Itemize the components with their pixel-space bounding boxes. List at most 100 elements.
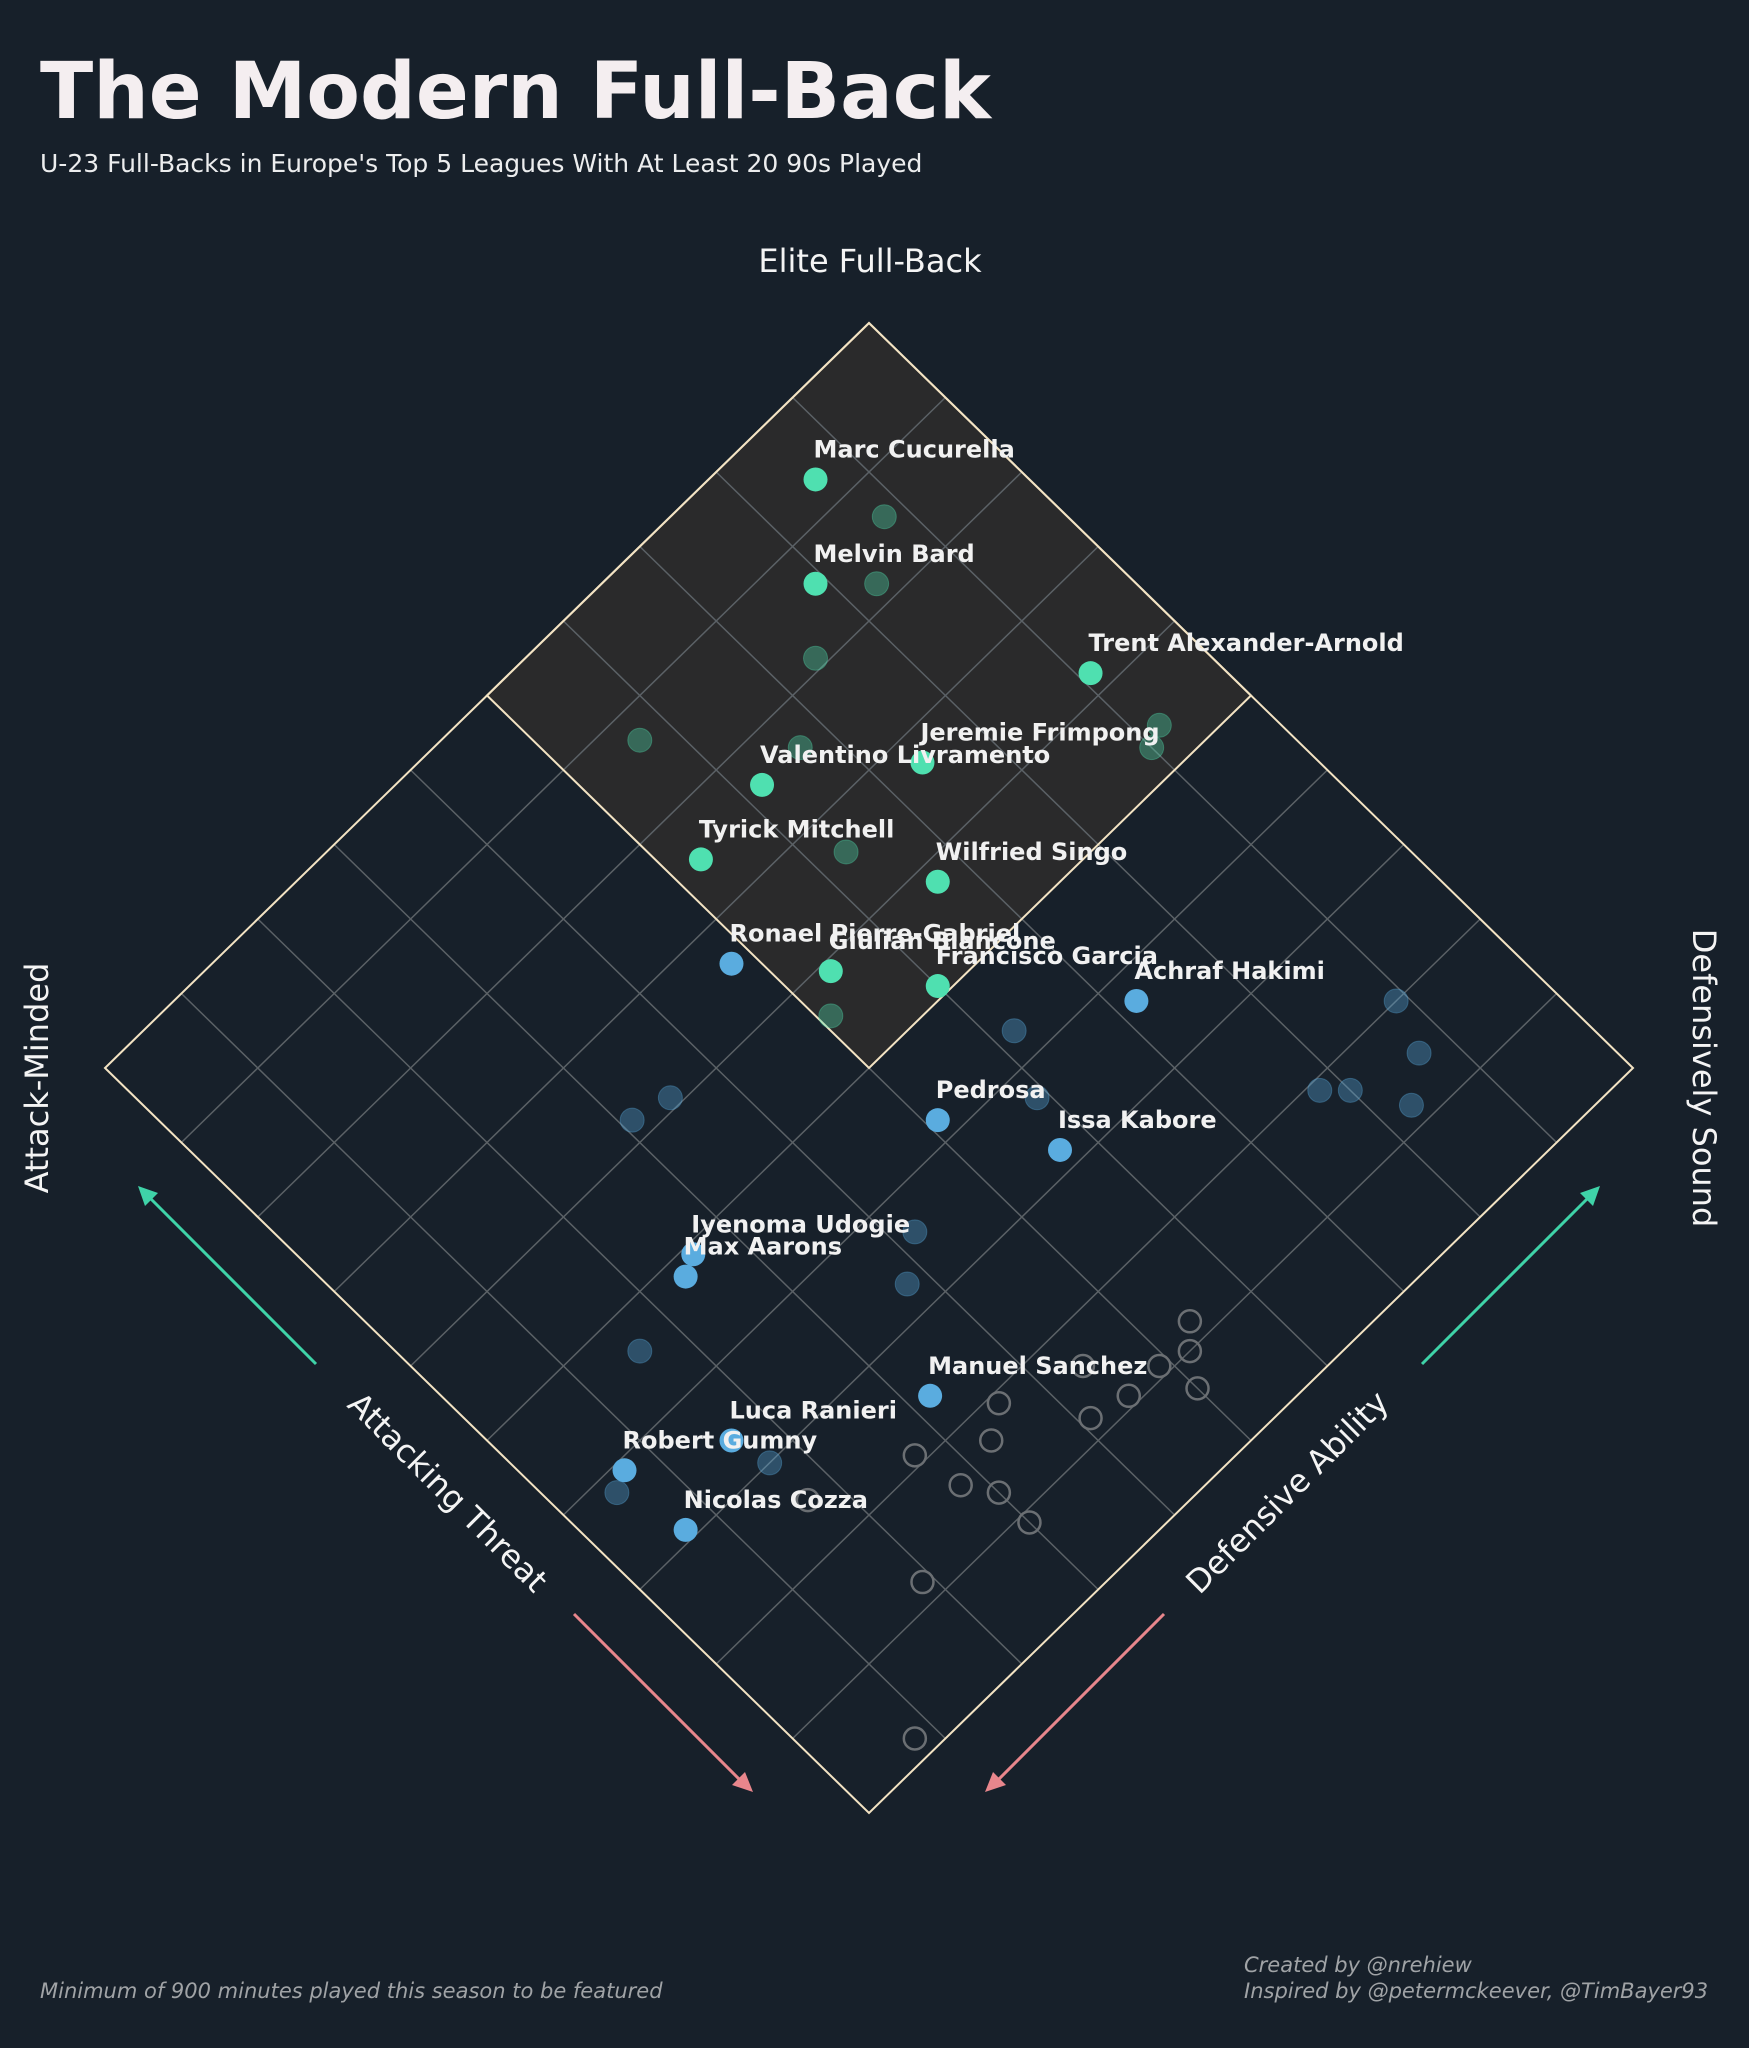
player-point-low xyxy=(986,1391,1012,1416)
player-point-other xyxy=(627,727,653,753)
player-point-other xyxy=(1383,988,1409,1014)
player-point-other xyxy=(627,1338,653,1364)
arrow-defensive-ability-head xyxy=(985,1772,1006,1792)
player-point xyxy=(925,1108,950,1133)
player-label: Jeremie Frimpong xyxy=(918,719,1159,747)
player-point-low xyxy=(910,1569,935,1595)
player-point-other xyxy=(818,1003,844,1029)
player-label: Ronael Pierre-Gabriel xyxy=(729,920,1020,948)
player-point-other xyxy=(757,1450,783,1476)
player-point xyxy=(688,847,713,872)
player-point-low xyxy=(986,1480,1012,1505)
player-point-low xyxy=(902,1443,928,1468)
player-point-other xyxy=(1139,735,1165,761)
player-point-other xyxy=(803,645,829,671)
player-point-low xyxy=(978,1428,1004,1453)
diamond-border xyxy=(103,321,1635,1815)
player-point xyxy=(719,951,744,976)
footer-credit-inspired: Inspired by @petermckeever, @TimBayer93 xyxy=(1244,1979,1708,2003)
player-label: Achraf Hakimi xyxy=(1134,957,1324,985)
player-point xyxy=(803,467,828,492)
player-point-low xyxy=(1070,1353,1096,1379)
player-point-low xyxy=(902,1726,928,1751)
player-point-other xyxy=(871,504,897,530)
player-point xyxy=(681,1242,706,1267)
player-label: Marc Cucurella xyxy=(814,435,1015,463)
player-point-low xyxy=(1177,1338,1203,1364)
page-subtitle: U-23 Full-Backs in Europe's Top 5 League… xyxy=(40,149,922,178)
player-point-other xyxy=(619,1107,645,1133)
player-point-other xyxy=(1406,1040,1432,1066)
player-point-other xyxy=(864,571,890,597)
arrow-defensively-sound-head xyxy=(1580,1186,1600,1206)
player-point xyxy=(925,974,950,999)
player-point xyxy=(818,959,843,984)
arrow-defensive-ability xyxy=(992,1612,1166,1786)
label-attack-minded: Attack-Minded xyxy=(18,963,56,1194)
player-point xyxy=(918,1383,943,1408)
player-point-other xyxy=(1307,1077,1333,1103)
player-label: Nicolas Cozza xyxy=(684,1486,868,1514)
footer-credit-created: Created by @nrehiew xyxy=(1244,1953,1473,1977)
player-point-low xyxy=(1177,1309,1203,1334)
player-label: Giulian Biancone xyxy=(829,927,1056,955)
player-point-other xyxy=(1001,1018,1027,1044)
player-point-other xyxy=(1337,1077,1363,1103)
footer-note: Minimum of 900 minutes played this seaso… xyxy=(40,1979,663,2003)
player-point-low xyxy=(795,1487,821,1513)
player-label: Issa Kabore xyxy=(1058,1106,1217,1134)
page-title: The Modern Full-Back xyxy=(40,47,993,137)
player-point-other xyxy=(902,1219,928,1245)
player-point-low xyxy=(1116,1383,1142,1409)
player-point xyxy=(1048,1137,1072,1162)
player-label: Pedrosa xyxy=(936,1076,1046,1104)
axis-label-attacking-threat: Attacking Threat xyxy=(340,1385,555,1600)
player-point-other xyxy=(833,839,859,865)
player-label: Valentino Livramento xyxy=(760,741,1050,769)
player-point xyxy=(910,750,935,775)
player-label: Melvin Bard xyxy=(814,540,975,568)
player-point-other xyxy=(1398,1092,1424,1118)
label-elite-full-back: Elite Full-Back xyxy=(758,242,982,280)
grid xyxy=(180,323,1558,1740)
player-point xyxy=(612,1458,637,1483)
player-point-low xyxy=(1185,1376,1210,1401)
player-label: Luca Ranieri xyxy=(729,1397,896,1425)
axis-label-defensive-ability: Defensive Ability xyxy=(1178,1383,1396,1601)
player-points xyxy=(604,467,1432,1751)
arrow-attack-minded-head xyxy=(138,1186,158,1206)
label-defensively-sound: Defensively Sound xyxy=(1685,929,1723,1228)
player-point-low xyxy=(948,1472,973,1498)
player-label: Max Aarons xyxy=(684,1233,842,1261)
player-point-other xyxy=(787,735,813,761)
player-label: Francisco Garcia xyxy=(936,942,1158,970)
arrow-attacking-threat xyxy=(572,1612,746,1786)
player-point xyxy=(719,1428,744,1453)
player-label: Wilfried Singo xyxy=(936,838,1128,866)
arrow-attacking-threat-head xyxy=(732,1772,753,1792)
player-point xyxy=(673,1264,698,1289)
player-point xyxy=(1078,661,1103,686)
player-label: Manuel Sanchez xyxy=(928,1352,1147,1380)
player-point-other xyxy=(894,1271,920,1297)
player-point-other xyxy=(1146,712,1172,738)
outer-border xyxy=(103,321,1635,1815)
player-point-other xyxy=(604,1480,630,1506)
player-point-low xyxy=(1147,1353,1172,1379)
player-point xyxy=(1124,988,1149,1013)
player-point xyxy=(925,869,950,894)
player-label: Tyrick Mitchell xyxy=(699,815,894,843)
arrow-attack-minded xyxy=(144,1192,318,1366)
player-labels: Marc Cucurella Melvin Bard Trent Alexander… xyxy=(623,435,1404,1513)
player-label: Trent Alexander-Arnold xyxy=(1089,629,1404,657)
elite-border xyxy=(485,321,1253,1070)
arrows xyxy=(138,1186,1600,1792)
player-point-other xyxy=(657,1085,683,1111)
player-point-low xyxy=(1078,1405,1103,1431)
player-point xyxy=(750,772,775,797)
player-point xyxy=(803,571,828,596)
player-point xyxy=(673,1517,698,1542)
player-point-other xyxy=(1024,1085,1050,1111)
arrow-defensively-sound xyxy=(1420,1192,1594,1366)
